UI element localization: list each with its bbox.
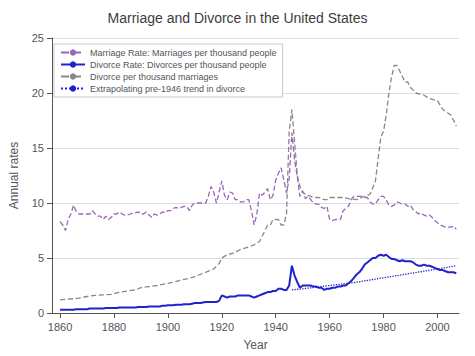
svg-text:Divorce Rate: Divorces per tho: Divorce Rate: Divorces per thousand peop…: [90, 60, 267, 70]
svg-text:5: 5: [38, 252, 44, 264]
svg-text:1900: 1900: [156, 321, 180, 333]
svg-text:Year: Year: [243, 338, 267, 352]
svg-text:Marriage Rate: Marriages per t: Marriage Rate: Marriages per thousand pe…: [90, 48, 277, 58]
svg-text:1860: 1860: [48, 321, 72, 333]
svg-text:15: 15: [32, 142, 44, 154]
svg-text:0: 0: [38, 307, 44, 319]
svg-text:25: 25: [32, 32, 44, 44]
svg-text:1920: 1920: [210, 321, 234, 333]
svg-text:10: 10: [32, 197, 44, 209]
svg-text:1980: 1980: [371, 321, 395, 333]
svg-text:1880: 1880: [102, 321, 126, 333]
svg-text:1940: 1940: [263, 321, 287, 333]
svg-text:2000: 2000: [425, 321, 449, 333]
svg-text:20: 20: [32, 87, 44, 99]
svg-text:Divorce per thousand marriages: Divorce per thousand marriages: [90, 72, 219, 82]
svg-text:Annual rates: Annual rates: [7, 142, 21, 209]
svg-text:1960: 1960: [317, 321, 341, 333]
svg-text:Extrapolating pre-1946 trend i: Extrapolating pre-1946 trend in divorce: [90, 84, 245, 94]
svg-text:Marriage and Divorce in the Un: Marriage and Divorce in the United State…: [108, 10, 368, 26]
